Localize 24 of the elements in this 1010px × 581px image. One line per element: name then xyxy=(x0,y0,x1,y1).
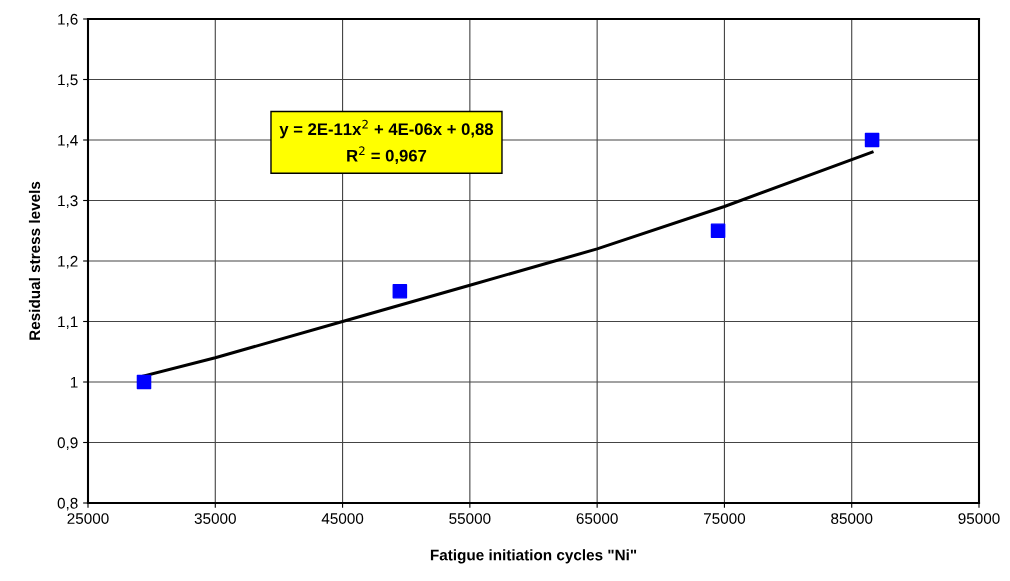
x-tick-label: 65000 xyxy=(576,513,618,524)
y-tick-label: 1,1 xyxy=(58,316,78,329)
y-tick-label: 1 xyxy=(70,377,78,388)
point xyxy=(136,374,152,390)
y-tick-label: 1,2 xyxy=(58,255,78,269)
point xyxy=(710,223,726,239)
x-tick-label: 25000 xyxy=(67,513,109,524)
point xyxy=(392,283,408,299)
x-axis-title: Fatigue initiation cycles "Ni" xyxy=(430,549,637,564)
y-tick-label: 1,4 xyxy=(58,135,78,148)
x-tick-label: 45000 xyxy=(321,513,364,524)
y-tick-label: 1,3 xyxy=(58,195,78,208)
y-axis-title: Residual stress levels xyxy=(28,181,41,340)
x-tick-label: 85000 xyxy=(831,513,873,524)
point xyxy=(864,132,880,148)
y-tick-label: 0,8 xyxy=(57,497,78,511)
x-tick-label: 75000 xyxy=(703,513,746,524)
y-tick-label: 0,9 xyxy=(57,437,78,450)
x-tick-label: 35000 xyxy=(194,513,236,524)
x-tick-label: 95000 xyxy=(958,513,1000,524)
text: y = 2E-11x$^{2}$ + 4E-06x + 0,88 R$^{2}$ = 0,967 xyxy=(279,119,494,164)
y-tick-label: 1,6 xyxy=(58,13,78,27)
x-tick-label: 55000 xyxy=(449,513,491,524)
y-tick-label: 1,5 xyxy=(58,74,78,87)
